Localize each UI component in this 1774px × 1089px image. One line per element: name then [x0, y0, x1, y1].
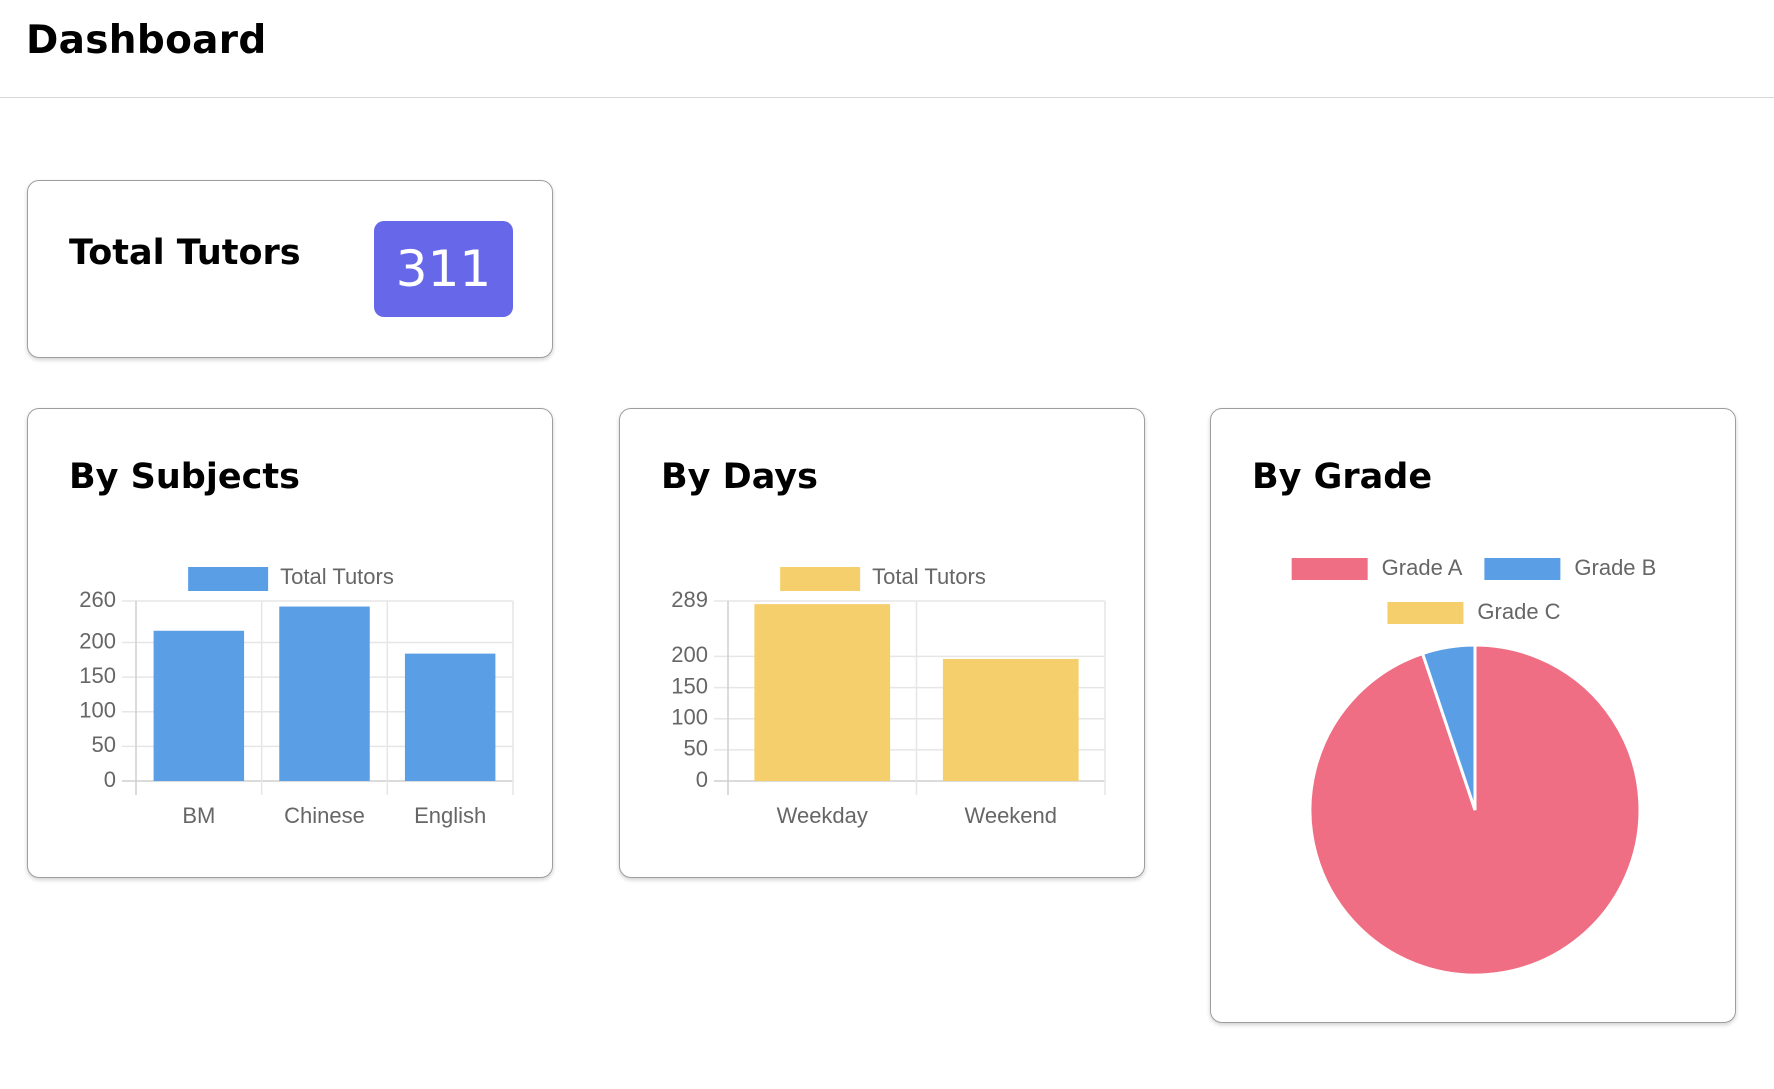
grade-legend-label: Grade C: [1477, 599, 1560, 624]
days-ytick-label: 50: [684, 736, 708, 761]
total-tutors-count-badge: 311: [374, 221, 513, 317]
by-subjects-card: By Subjects Total Tutors 0 50 100 150 200 260 B…: [27, 408, 553, 878]
days-ytick-label: 150: [671, 673, 708, 698]
by-days-title: By Days: [661, 457, 818, 497]
by-subjects-chart: Total Tutors 0 50 100 150 200 260 BM Chinese Engl…: [79, 564, 514, 828]
by-days-card: By Days Total Tutors 0 50 100 150 200 289 Weekd…: [619, 408, 1145, 878]
subjects-legend-label: Total Tutors: [280, 564, 394, 589]
subjects-legend-swatch: [188, 567, 269, 591]
subjects-bar: [404, 653, 496, 781]
subjects-xtick-label: English: [414, 803, 486, 828]
grade-legend-label: Grade B: [1574, 555, 1656, 580]
total-tutors-card: Total Tutors 311: [27, 180, 553, 358]
subjects-ytick-label: 150: [79, 663, 116, 688]
days-xtick-label: Weekday: [777, 803, 868, 828]
days-xtick-label: Weekend: [964, 803, 1057, 828]
subjects-xtick-label: Chinese: [284, 803, 365, 828]
subjects-ytick-label: 50: [92, 732, 116, 757]
subjects-ytick-label: 260: [79, 587, 116, 612]
subjects-xtick-label: BM: [182, 803, 215, 828]
grade-legend-swatch: [1291, 558, 1368, 580]
grade-legend-swatch: [1484, 558, 1561, 580]
by-grade-card: By Grade Grade A Grade B Grade C: [1210, 408, 1736, 1023]
grade-legend-swatch: [1387, 602, 1464, 624]
by-grade-title: By Grade: [1252, 457, 1433, 497]
days-bar: [942, 658, 1079, 781]
by-days-chart: Total Tutors 0 50 100 150 200 289 Weekday Weeken…: [671, 564, 1106, 828]
page-title: Dashboard: [26, 18, 267, 63]
subjects-ytick-label: 100: [79, 698, 116, 723]
page-header: Dashboard: [0, 0, 1774, 98]
by-subjects-title: By Subjects: [69, 457, 300, 497]
days-ytick-label: 200: [671, 642, 708, 667]
total-tutors-title: Total Tutors: [69, 233, 301, 273]
days-bar: [754, 604, 891, 781]
grade-slice: [1420, 643, 1477, 811]
subjects-ytick-label: 200: [79, 628, 116, 653]
days-ytick-label: 289: [671, 587, 708, 612]
days-ytick-label: 100: [671, 705, 708, 730]
subjects-bar: [279, 606, 370, 781]
subjects-ytick-label: 0: [104, 767, 116, 792]
by-grade-chart: Grade A Grade B Grade C: [1291, 555, 1656, 977]
days-legend-swatch: [780, 567, 861, 591]
grade-legend-label: Grade A: [1382, 555, 1463, 580]
days-ytick-label: 0: [696, 767, 708, 792]
days-legend-label: Total Tutors: [872, 564, 986, 589]
subjects-bar: [153, 630, 245, 781]
